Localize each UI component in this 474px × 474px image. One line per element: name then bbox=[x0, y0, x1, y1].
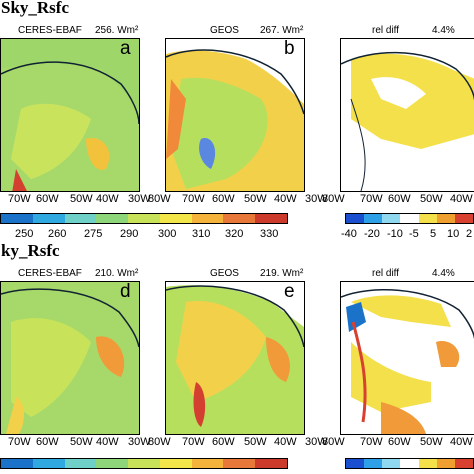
panel-c-map bbox=[341, 51, 474, 191]
cb-abs-320: 320 bbox=[225, 228, 244, 240]
tick-70w-r2-b: 70W bbox=[182, 436, 205, 448]
tick-70w-r1-b: 70W bbox=[182, 193, 205, 205]
tick-70w-r1-a: 70W bbox=[8, 193, 31, 205]
tick-40w-r2-a: 40W bbox=[96, 436, 119, 448]
cb-abs-310: 310 bbox=[192, 228, 211, 240]
cb-diff-m20: -20 bbox=[364, 228, 380, 240]
tick-40w-r1-b: 40W bbox=[274, 193, 297, 205]
cb-diff-10: 10 bbox=[447, 228, 460, 240]
panel-b-letter: b bbox=[284, 38, 295, 59]
colorbar-diff-row2 bbox=[345, 458, 474, 469]
colorbar-diff bbox=[345, 213, 474, 224]
cb-abs-300: 300 bbox=[158, 228, 177, 240]
tick-80w-r1-c: 80W bbox=[322, 193, 345, 205]
panel-b bbox=[165, 38, 305, 192]
tick-70w-r2-a: 70W bbox=[8, 436, 31, 448]
panel-e-letter: e bbox=[284, 281, 295, 302]
tick-60w-r2-a: 60W bbox=[36, 436, 59, 448]
tick-50w-r1-b: 50W bbox=[244, 193, 267, 205]
tick-30w-r1-a: 30W bbox=[128, 193, 151, 205]
cb-diff-5: 5 bbox=[430, 228, 437, 240]
panel-c-value: 4.4% bbox=[432, 25, 455, 36]
tick-50w-r2-c: 50W bbox=[420, 436, 443, 448]
tick-80w-r1: 80W bbox=[148, 193, 171, 205]
cb-diff-2: 2 bbox=[466, 228, 473, 240]
tick-60w-r1-c: 60W bbox=[388, 193, 411, 205]
panel-a-value: 256. Wm² bbox=[95, 25, 139, 36]
tick-80w-r2-b: 80W bbox=[148, 436, 171, 448]
panel-f-label: rel diff bbox=[372, 268, 400, 279]
tick-50w-r1-c: 50W bbox=[420, 193, 443, 205]
cb-diff-m10: -10 bbox=[387, 228, 403, 240]
panel-d-label: CERES-EBAF bbox=[18, 268, 82, 279]
cb-abs-330: 330 bbox=[260, 228, 279, 240]
panel-c-label: rel diff bbox=[372, 25, 400, 36]
panel-d bbox=[0, 281, 140, 435]
tick-50w-r2-a: 50W bbox=[70, 436, 93, 448]
panel-e bbox=[165, 281, 305, 435]
tick-80w-r2-c: 80W bbox=[322, 436, 345, 448]
panel-b-label: GEOS bbox=[210, 25, 239, 36]
tick-30w-r1-b: 30W bbox=[305, 193, 328, 205]
tick-70w-r1-c: 70W bbox=[360, 193, 383, 205]
tick-40w-r2-b: 40W bbox=[274, 436, 297, 448]
tick-60w-r2-c: 60W bbox=[388, 436, 411, 448]
colorbar-abs bbox=[0, 213, 288, 224]
row1-title: Sky_Rsfc bbox=[1, 0, 70, 17]
panel-a-map bbox=[1, 61, 139, 191]
panel-e-label: GEOS bbox=[210, 268, 239, 279]
panel-b-value: 267. Wm² bbox=[260, 25, 304, 36]
colorbar-abs-row2 bbox=[0, 458, 288, 469]
panel-a bbox=[0, 38, 140, 192]
tick-50w-r2-b: 50W bbox=[244, 436, 267, 448]
panel-f bbox=[340, 281, 474, 435]
tick-30w-r2-a: 30W bbox=[128, 436, 151, 448]
panel-f-map bbox=[341, 289, 474, 434]
panel-d-map bbox=[1, 288, 139, 434]
panel-a-letter: a bbox=[120, 38, 131, 59]
panel-a-label: CERES-EBAF bbox=[18, 25, 82, 36]
panel-d-value: 210. Wm² bbox=[95, 268, 139, 279]
panel-e-value: 219. Wm² bbox=[260, 268, 304, 279]
cb-abs-260: 260 bbox=[48, 228, 67, 240]
tick-40w-r1-a: 40W bbox=[96, 193, 119, 205]
tick-30w-r2-b: 30W bbox=[305, 436, 328, 448]
cb-diff-m5: -5 bbox=[409, 228, 419, 240]
row2-title: ky_Rsfc bbox=[1, 241, 60, 260]
tick-60w-r2-b: 60W bbox=[212, 436, 235, 448]
tick-40w-r2-c: 40W bbox=[450, 436, 473, 448]
panel-c bbox=[340, 38, 474, 192]
tick-60w-r1-a: 60W bbox=[36, 193, 59, 205]
panel-e-map bbox=[166, 285, 304, 434]
panel-b-map bbox=[166, 49, 304, 191]
tick-50w-r1-a: 50W bbox=[70, 193, 93, 205]
tick-40w-r1-c: 40W bbox=[450, 193, 473, 205]
panel-f-value: 4.4% bbox=[432, 268, 455, 279]
panel-d-letter: d bbox=[120, 281, 131, 302]
cb-abs-290: 290 bbox=[120, 228, 139, 240]
tick-60w-r1-b: 60W bbox=[212, 193, 235, 205]
cb-abs-250: 250 bbox=[15, 228, 34, 240]
cb-abs-275: 275 bbox=[84, 228, 103, 240]
cb-diff-m40: -40 bbox=[341, 228, 357, 240]
tick-70w-r2-c: 70W bbox=[360, 436, 383, 448]
